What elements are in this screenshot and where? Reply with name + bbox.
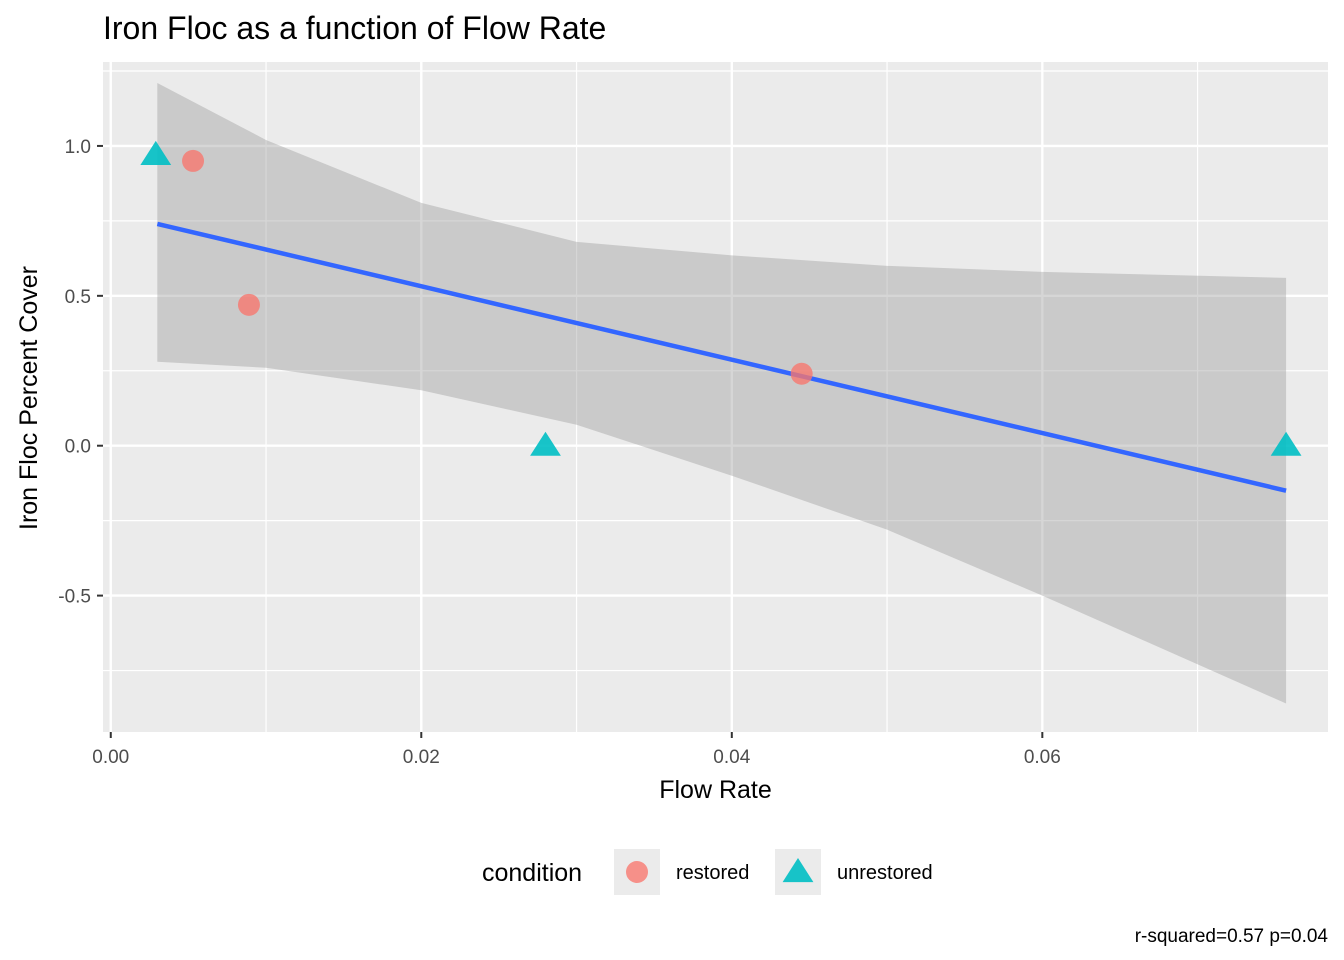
plot-panel <box>103 62 1328 732</box>
y-tick-label: 1.0 <box>65 137 91 158</box>
y-tick-label: 0.5 <box>65 287 91 308</box>
restored-point <box>237 293 260 316</box>
unrestored-point <box>140 140 172 166</box>
legend: condition restored unrestored <box>482 849 933 895</box>
x-axis-title: Flow Rate <box>659 776 772 804</box>
legend-title: condition <box>482 859 582 887</box>
caption: r-squared=0.57 p=0.04 <box>1135 926 1329 947</box>
x-tick-label: 0.02 <box>403 747 440 768</box>
legend-entries: restored unrestored <box>614 849 933 895</box>
unrestored-point <box>1270 431 1302 456</box>
legend-symbol-unrestored <box>782 858 814 883</box>
plot-background <box>103 62 1328 732</box>
regression-line <box>156 221 1287 493</box>
x-axis-ticks: 0.00 0.02 0.04 0.06 <box>92 732 1061 768</box>
chart-title: Iron Floc as a function of Flow Rate <box>103 10 606 46</box>
legend-label-unrestored: unrestored <box>837 862 933 884</box>
y-tick-label: -0.5 <box>58 587 91 608</box>
major-gridlines <box>103 62 1328 732</box>
legend-symbol-restored <box>626 861 648 883</box>
y-axis-ticks: -0.5 0.0 0.5 1.0 <box>58 137 103 608</box>
unrestored-point <box>530 431 561 456</box>
x-tick-label: 0.00 <box>92 747 129 768</box>
x-tick-label: 0.04 <box>713 747 750 768</box>
y-axis-title: Iron Floc Percent Cover <box>15 266 43 530</box>
confidence-band <box>157 82 1287 704</box>
restored-point <box>182 149 205 172</box>
data-points <box>140 140 1302 456</box>
y-tick-label: 0.0 <box>65 437 91 458</box>
legend-label-restored: restored <box>676 862 749 884</box>
x-tick-label: 0.06 <box>1024 747 1061 768</box>
restored-point <box>790 362 813 385</box>
